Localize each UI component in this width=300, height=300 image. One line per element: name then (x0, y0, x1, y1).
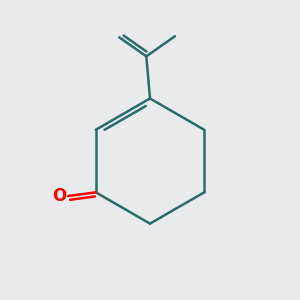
Text: O: O (52, 187, 66, 205)
